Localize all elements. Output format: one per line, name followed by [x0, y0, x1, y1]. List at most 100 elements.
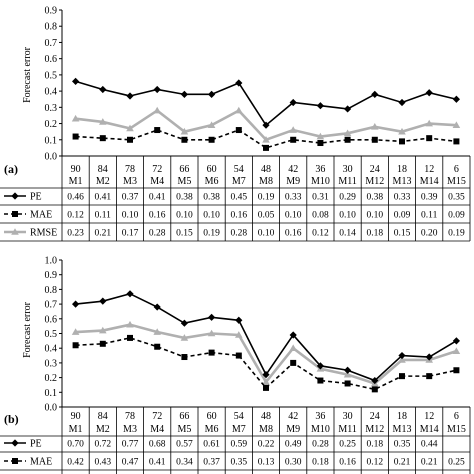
x-tick-label: M13: [393, 176, 412, 187]
data-point: [289, 98, 297, 107]
data-point: [290, 359, 297, 366]
x-tick-label: 60: [207, 411, 217, 422]
x-tick-label: 24: [370, 164, 380, 175]
data-label: 0.12: [312, 229, 329, 239]
data-point: [452, 347, 461, 354]
data-label: 0.77: [122, 440, 139, 450]
data-label: 0.08: [312, 211, 329, 221]
data-label: 0.70: [67, 440, 84, 450]
y-tick-label: 0.4: [45, 87, 58, 98]
data-point: [452, 337, 460, 345]
y-axis-label: Forecast error: [22, 46, 33, 102]
data-point: [453, 367, 460, 374]
data-point: [126, 92, 134, 100]
x-tick-label: 6: [454, 411, 459, 422]
data-label: 0.21: [94, 229, 111, 239]
data-label: 0.49: [285, 440, 302, 450]
x-tick-label: M11: [338, 176, 357, 187]
x-tick-label: M8: [259, 424, 273, 435]
data-label: 0.61: [203, 440, 220, 450]
data-point: [154, 127, 161, 134]
x-tick-label: M15: [447, 424, 466, 435]
data-point: [153, 303, 161, 311]
y-tick-label: 0.6: [45, 314, 58, 325]
y-tick-label: 0.7: [45, 300, 58, 311]
data-point: [289, 126, 297, 133]
data-label: 0.39: [421, 193, 438, 203]
data-label: 0.10: [203, 211, 220, 221]
x-tick-label: 30: [343, 411, 353, 422]
data-label: 0.37: [122, 193, 139, 203]
x-tick-label: 78: [125, 411, 135, 422]
x-tick-label: M14: [420, 424, 439, 435]
data-point: [263, 144, 269, 151]
legend-label: PE: [30, 439, 42, 450]
data-label: 0.10: [339, 211, 356, 221]
legend-marker: [11, 192, 19, 200]
data-point: [99, 326, 107, 334]
x-tick-label: M7: [232, 424, 246, 435]
legend-marker: [12, 458, 18, 464]
x-tick-label: M1: [69, 176, 83, 187]
legend-label: MAE: [30, 457, 52, 468]
data-point: [207, 329, 216, 337]
x-tick-label: 90: [71, 411, 81, 422]
x-tick-label: 12: [424, 164, 434, 175]
data-label: 0.19: [258, 193, 275, 203]
y-tick-label: 0.0: [45, 403, 58, 414]
x-tick-label: M2: [96, 424, 110, 435]
legend-marker: [11, 439, 19, 447]
x-tick-label: M11: [338, 424, 357, 435]
data-label: 0.10: [176, 211, 193, 221]
data-point: [126, 290, 134, 298]
x-tick-label: 6: [454, 164, 459, 175]
x-tick-label: 24: [370, 411, 380, 422]
data-point: [425, 119, 433, 127]
data-label: 0.18: [366, 229, 383, 239]
x-tick-label: M13: [393, 424, 412, 435]
data-label: 0.30: [285, 458, 302, 468]
x-tick-label: 42: [288, 411, 298, 422]
data-point: [180, 334, 189, 341]
data-point: [452, 95, 460, 103]
y-tick-label: 0.4: [45, 344, 58, 355]
data-label: 0.17: [122, 229, 139, 239]
data-point: [208, 90, 216, 98]
x-tick-label: 36: [315, 411, 325, 422]
y-tick-label: 0.2: [45, 373, 58, 384]
x-tick-label: M3: [123, 176, 137, 187]
data-label: 0.38: [203, 193, 220, 203]
x-tick-label: 54: [234, 164, 244, 175]
data-label: 0.11: [421, 211, 438, 221]
data-point: [180, 90, 188, 98]
data-label: 0.38: [176, 193, 193, 203]
data-label: 0.46: [67, 193, 84, 203]
data-point: [181, 136, 188, 143]
data-label: 0.59: [230, 440, 247, 450]
data-label: 0.28: [230, 229, 247, 239]
data-point: [235, 127, 242, 134]
legend-label: PE: [30, 192, 42, 203]
data-label: 0.35: [448, 193, 465, 203]
data-label: 0.57: [176, 440, 193, 450]
data-point: [425, 353, 433, 361]
data-label: 0.22: [258, 440, 275, 450]
data-point: [262, 121, 270, 129]
data-point: [180, 319, 188, 327]
data-label: 0.42: [67, 458, 84, 468]
data-label: 0.25: [339, 440, 356, 450]
data-point: [317, 140, 324, 147]
y-tick-label: 0.1: [45, 388, 58, 399]
data-label: 0.41: [149, 193, 166, 203]
data-label: 0.37: [203, 458, 220, 468]
data-label: 0.19: [448, 229, 465, 239]
panel-label: (a): [4, 162, 18, 176]
y-tick-label: 0.2: [45, 119, 58, 130]
data-point: [71, 328, 80, 335]
data-point: [127, 136, 133, 143]
data-point: [317, 377, 324, 384]
x-tick-label: 84: [98, 411, 108, 422]
data-point: [235, 316, 243, 324]
y-tick-label: 0.9: [45, 270, 58, 281]
data-label: 0.16: [149, 211, 166, 221]
